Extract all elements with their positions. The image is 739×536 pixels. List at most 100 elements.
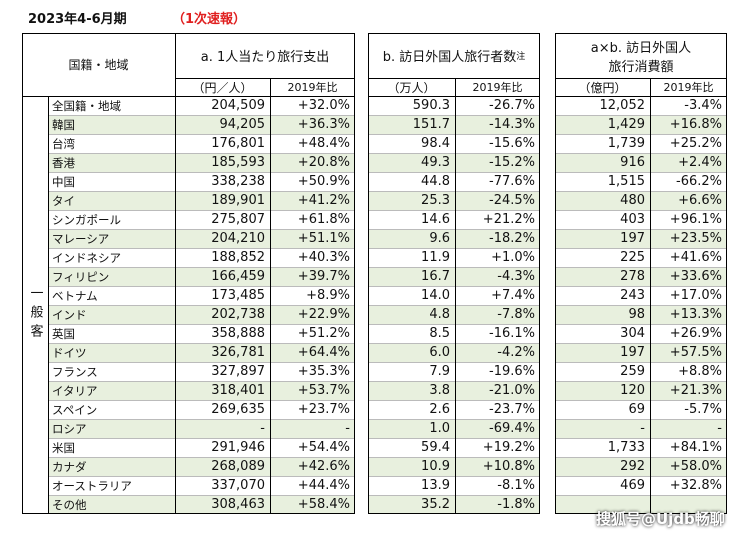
cell: 11.9 bbox=[421, 250, 450, 265]
cell: 189,901 bbox=[211, 193, 265, 208]
row-bg bbox=[368, 457, 540, 476]
region-name: 韓国 bbox=[52, 117, 75, 132]
row-bg bbox=[368, 172, 540, 191]
region-name: 台湾 bbox=[52, 136, 75, 151]
cell: -18.2% bbox=[489, 231, 535, 246]
title: 2023年4-6月期 bbox=[28, 12, 127, 27]
cell: 403 bbox=[620, 212, 645, 227]
row-bg bbox=[48, 495, 355, 514]
cell: 1,739 bbox=[607, 136, 645, 151]
cell: +51.1% bbox=[297, 231, 350, 246]
cell: 69 bbox=[628, 402, 645, 417]
row-bg bbox=[48, 286, 355, 305]
cell: 25.3 bbox=[421, 193, 450, 208]
note: 注 bbox=[516, 52, 526, 62]
cell: +7.4% bbox=[491, 288, 535, 303]
cell: +16.8% bbox=[669, 117, 722, 132]
row-bg bbox=[368, 305, 540, 324]
row-bg bbox=[368, 495, 540, 514]
cell: +21.2% bbox=[482, 212, 535, 227]
cell: +8.9% bbox=[306, 288, 350, 303]
row-bg bbox=[555, 476, 727, 495]
cell: +19.2% bbox=[482, 440, 535, 455]
row-bg bbox=[555, 324, 727, 343]
row-bg bbox=[368, 286, 540, 305]
cell: 13.9 bbox=[421, 478, 450, 493]
cell: 292 bbox=[620, 459, 645, 474]
cell: +48.4% bbox=[297, 136, 350, 151]
cell: 176,801 bbox=[211, 136, 265, 151]
cell: 304 bbox=[620, 326, 645, 341]
cell: +84.1% bbox=[669, 440, 722, 455]
cell: -3.4% bbox=[684, 98, 722, 113]
cell: 469 bbox=[620, 478, 645, 493]
region-name: シンガポール bbox=[52, 212, 121, 227]
row-bg bbox=[555, 229, 727, 248]
row-bg bbox=[48, 438, 355, 457]
cell: 275,807 bbox=[211, 212, 265, 227]
cell: -14.3% bbox=[489, 117, 535, 132]
row-bg bbox=[48, 362, 355, 381]
row-bg bbox=[368, 438, 540, 457]
cell: 44.8 bbox=[421, 174, 450, 189]
cell: 327,897 bbox=[211, 364, 265, 379]
row-bg bbox=[368, 267, 540, 286]
region-name: 香港 bbox=[52, 155, 75, 170]
cell: 326,781 bbox=[211, 345, 265, 360]
region-name: フィリピン bbox=[52, 269, 110, 284]
cell: +32.8% bbox=[669, 478, 722, 493]
cell: 269,635 bbox=[211, 402, 265, 417]
cell: 4.8 bbox=[429, 307, 450, 322]
watermark: 搜狐号@Ujdb畅聊 bbox=[596, 510, 725, 528]
cell: 7.9 bbox=[429, 364, 450, 379]
row-bg bbox=[555, 457, 727, 476]
cell: +64.4% bbox=[297, 345, 350, 360]
unit: （万人） bbox=[387, 80, 436, 95]
row-bg bbox=[48, 172, 355, 191]
row-bg bbox=[555, 267, 727, 286]
cell: -5.7% bbox=[684, 402, 722, 417]
cell: -7.8% bbox=[497, 307, 535, 322]
cell: 337,070 bbox=[211, 478, 265, 493]
region-name: 米国 bbox=[52, 440, 75, 455]
cell: 173,485 bbox=[211, 288, 265, 303]
ratio-header: 2019年比 bbox=[472, 81, 523, 94]
cell: 49.3 bbox=[421, 155, 450, 170]
cell: -23.7% bbox=[489, 402, 535, 417]
cell: 291,946 bbox=[211, 440, 265, 455]
status: （1次速報） bbox=[172, 12, 247, 27]
cell: -16.1% bbox=[489, 326, 535, 341]
line bbox=[175, 78, 355, 79]
cell: +50.9% bbox=[297, 174, 350, 189]
cell: +35.3% bbox=[297, 364, 350, 379]
region-name: フランス bbox=[52, 364, 98, 379]
cell: 59.4 bbox=[421, 440, 450, 455]
group-box bbox=[22, 33, 355, 514]
cell: +8.8% bbox=[678, 364, 722, 379]
line bbox=[175, 33, 176, 514]
line bbox=[455, 78, 456, 514]
cell: -4.2% bbox=[497, 345, 535, 360]
cell: 268,089 bbox=[211, 459, 265, 474]
region-name: カナダ bbox=[52, 459, 87, 474]
cell: 120 bbox=[620, 383, 645, 398]
row-bg bbox=[555, 134, 727, 153]
cell: +32.0% bbox=[297, 98, 350, 113]
cell: +53.7% bbox=[297, 383, 350, 398]
line bbox=[368, 78, 540, 79]
cell: 204,210 bbox=[211, 231, 265, 246]
cell: 338,238 bbox=[211, 174, 265, 189]
cell: 259 bbox=[620, 364, 645, 379]
cell: - bbox=[260, 421, 265, 436]
cell: +26.9% bbox=[669, 326, 722, 341]
cell: 12,052 bbox=[599, 98, 646, 113]
cell: +23.5% bbox=[669, 231, 722, 246]
row-bg bbox=[48, 343, 355, 362]
cell: 151.7 bbox=[412, 117, 450, 132]
row-bg bbox=[48, 324, 355, 343]
cell: 188,852 bbox=[211, 250, 265, 265]
cell: 185,593 bbox=[211, 155, 265, 170]
cell: 94,205 bbox=[219, 117, 266, 132]
cell: -77.6% bbox=[489, 174, 535, 189]
cell: -21.0% bbox=[489, 383, 535, 398]
